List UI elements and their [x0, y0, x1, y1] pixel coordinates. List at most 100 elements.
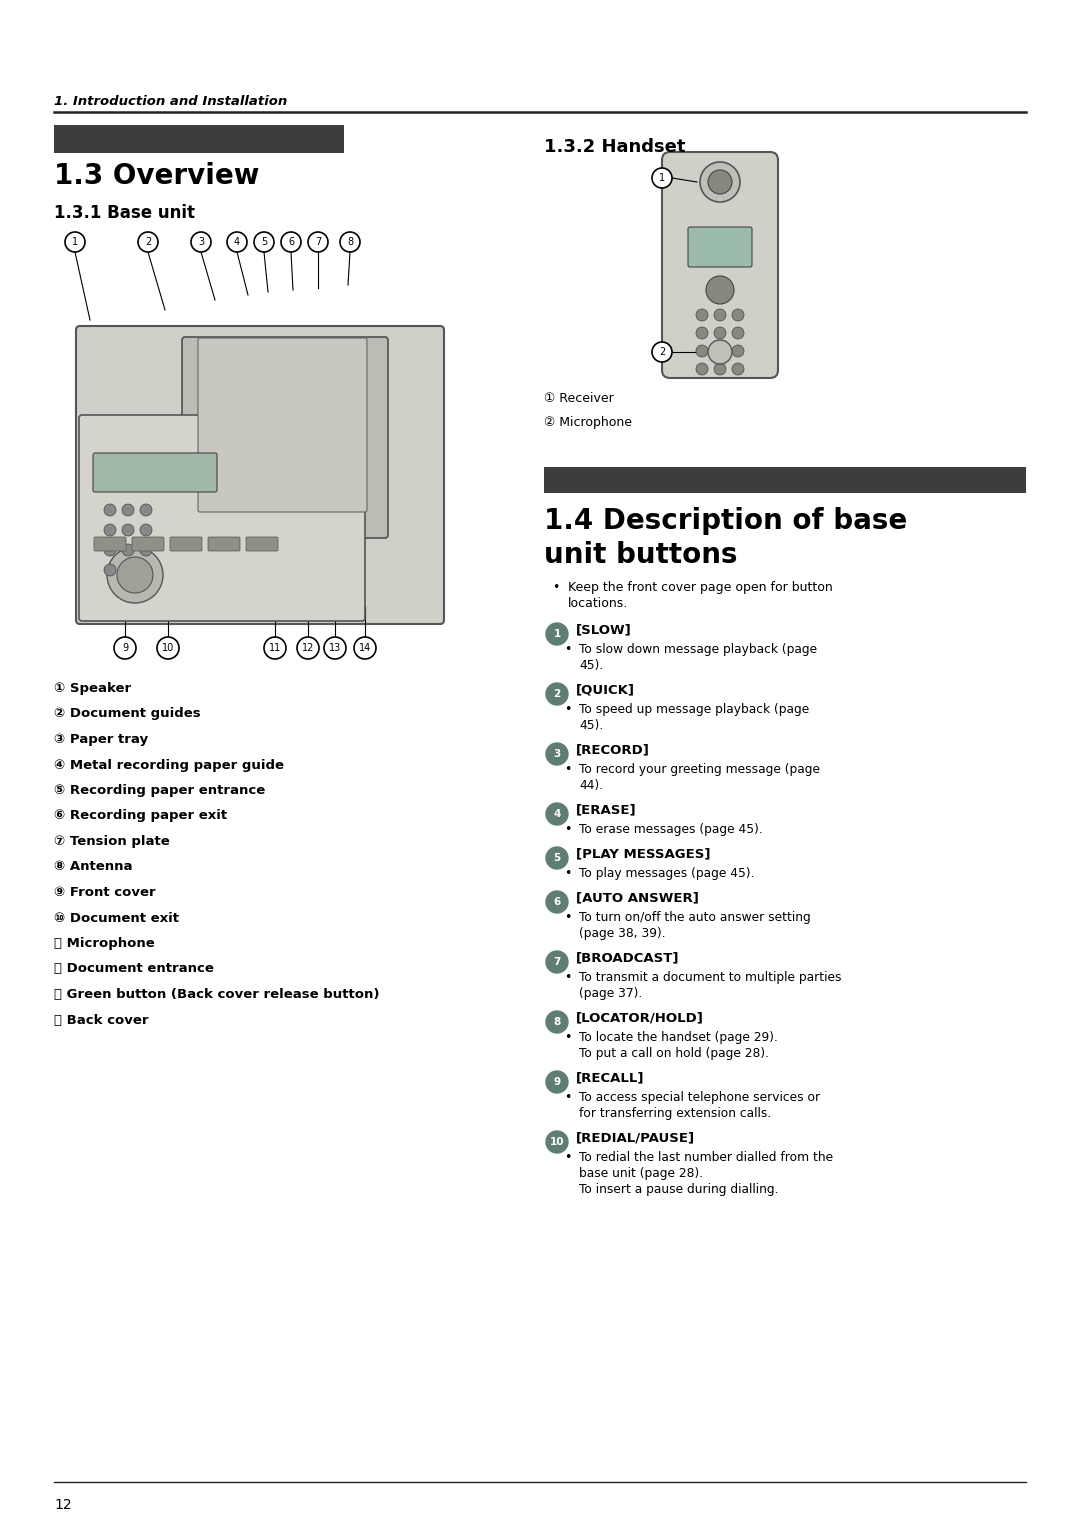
- Bar: [54, 125, 345, 153]
- Circle shape: [140, 564, 152, 576]
- Text: To access special telephone services or: To access special telephone services or: [579, 1091, 820, 1105]
- Circle shape: [140, 504, 152, 516]
- Text: 3: 3: [198, 237, 204, 248]
- Text: 1. Introduction and Installation: 1. Introduction and Installation: [54, 95, 287, 108]
- Text: •: •: [564, 824, 571, 836]
- Text: 10: 10: [550, 1137, 564, 1148]
- Circle shape: [308, 232, 328, 252]
- Text: To play messages (page 45).: To play messages (page 45).: [579, 866, 755, 880]
- FancyBboxPatch shape: [94, 536, 126, 552]
- Circle shape: [122, 524, 134, 536]
- Text: 4: 4: [553, 808, 561, 819]
- Text: [RECORD]: [RECORD]: [576, 743, 650, 756]
- Text: •: •: [564, 1091, 571, 1105]
- Circle shape: [324, 637, 346, 659]
- FancyBboxPatch shape: [76, 325, 444, 623]
- Text: 44).: 44).: [579, 779, 603, 792]
- Text: 4: 4: [234, 237, 240, 248]
- Text: ① Speaker: ① Speaker: [54, 681, 131, 695]
- Circle shape: [340, 232, 360, 252]
- Circle shape: [546, 950, 568, 973]
- Text: To erase messages (page 45).: To erase messages (page 45).: [579, 824, 762, 836]
- FancyBboxPatch shape: [183, 338, 388, 538]
- Text: •: •: [564, 703, 571, 717]
- Text: ⑨ Front cover: ⑨ Front cover: [54, 886, 156, 898]
- Text: To locate the handset (page 29).: To locate the handset (page 29).: [579, 1031, 778, 1044]
- Circle shape: [732, 327, 744, 339]
- Text: [QUICK]: [QUICK]: [576, 683, 635, 695]
- Text: locations.: locations.: [568, 597, 629, 610]
- Text: base unit (page 28).: base unit (page 28).: [579, 1167, 703, 1180]
- Circle shape: [546, 891, 568, 914]
- Text: •: •: [564, 762, 571, 776]
- Text: ④ Metal recording paper guide: ④ Metal recording paper guide: [54, 758, 284, 772]
- Text: (page 37).: (page 37).: [579, 987, 643, 999]
- Circle shape: [104, 564, 116, 576]
- Text: 13: 13: [329, 643, 341, 652]
- Text: for transferring extension calls.: for transferring extension calls.: [579, 1106, 771, 1120]
- Circle shape: [107, 547, 163, 604]
- Text: [REDIAL/PAUSE]: [REDIAL/PAUSE]: [576, 1131, 696, 1144]
- Text: 45).: 45).: [579, 659, 604, 672]
- Text: (page 38, 39).: (page 38, 39).: [579, 927, 665, 940]
- Text: ③ Paper tray: ③ Paper tray: [54, 733, 148, 746]
- Circle shape: [264, 637, 286, 659]
- FancyBboxPatch shape: [198, 338, 367, 512]
- Circle shape: [546, 1012, 568, 1033]
- FancyBboxPatch shape: [170, 536, 202, 552]
- Circle shape: [254, 232, 274, 252]
- Text: ⑤ Recording paper entrance: ⑤ Recording paper entrance: [54, 784, 266, 798]
- Circle shape: [546, 1131, 568, 1154]
- Circle shape: [104, 524, 116, 536]
- Circle shape: [281, 232, 301, 252]
- Text: 10: 10: [162, 643, 174, 652]
- FancyBboxPatch shape: [688, 228, 752, 267]
- Circle shape: [652, 168, 672, 188]
- Circle shape: [696, 364, 708, 374]
- Text: ⑧ Antenna: ⑧ Antenna: [54, 860, 133, 874]
- Text: 7: 7: [553, 957, 561, 967]
- Circle shape: [157, 637, 179, 659]
- Text: 12: 12: [54, 1497, 71, 1513]
- Text: [LOCATOR/HOLD]: [LOCATOR/HOLD]: [576, 1012, 704, 1024]
- Text: 1.4 Description of base: 1.4 Description of base: [544, 507, 907, 535]
- Circle shape: [696, 309, 708, 321]
- Circle shape: [65, 232, 85, 252]
- Text: 6: 6: [288, 237, 294, 248]
- Circle shape: [732, 345, 744, 358]
- FancyBboxPatch shape: [662, 151, 778, 377]
- Text: 45).: 45).: [579, 720, 604, 732]
- Circle shape: [140, 524, 152, 536]
- Text: 9: 9: [553, 1077, 561, 1086]
- Text: •: •: [564, 1031, 571, 1044]
- Circle shape: [706, 277, 734, 304]
- Circle shape: [696, 327, 708, 339]
- Text: [AUTO ANSWER]: [AUTO ANSWER]: [576, 891, 699, 905]
- Circle shape: [546, 743, 568, 766]
- Text: To turn on/off the auto answer setting: To turn on/off the auto answer setting: [579, 911, 811, 924]
- Text: ② Document guides: ② Document guides: [54, 707, 201, 721]
- Text: 1.3.2 Handset: 1.3.2 Handset: [544, 138, 686, 156]
- Circle shape: [708, 170, 732, 194]
- Circle shape: [117, 558, 153, 593]
- Text: ⑥ Recording paper exit: ⑥ Recording paper exit: [54, 810, 227, 822]
- Text: •: •: [564, 911, 571, 924]
- Text: Keep the front cover page open for button: Keep the front cover page open for butto…: [568, 581, 833, 594]
- Circle shape: [652, 342, 672, 362]
- Circle shape: [546, 804, 568, 825]
- Text: To record your greeting message (page: To record your greeting message (page: [579, 762, 820, 776]
- Text: 5: 5: [553, 853, 561, 863]
- Bar: [544, 468, 1026, 494]
- Circle shape: [732, 309, 744, 321]
- Text: ① Receiver: ① Receiver: [544, 393, 613, 405]
- Text: 1: 1: [553, 630, 561, 639]
- Text: ⑦ Tension plate: ⑦ Tension plate: [54, 834, 170, 848]
- Text: ⑭ Back cover: ⑭ Back cover: [54, 1013, 149, 1027]
- Text: 9: 9: [122, 643, 129, 652]
- Text: 12: 12: [301, 643, 314, 652]
- Circle shape: [732, 364, 744, 374]
- Circle shape: [122, 544, 134, 556]
- Text: 1.3 Overview: 1.3 Overview: [54, 162, 259, 189]
- Text: ② Microphone: ② Microphone: [544, 416, 632, 429]
- Text: ⑩ Document exit: ⑩ Document exit: [54, 912, 179, 924]
